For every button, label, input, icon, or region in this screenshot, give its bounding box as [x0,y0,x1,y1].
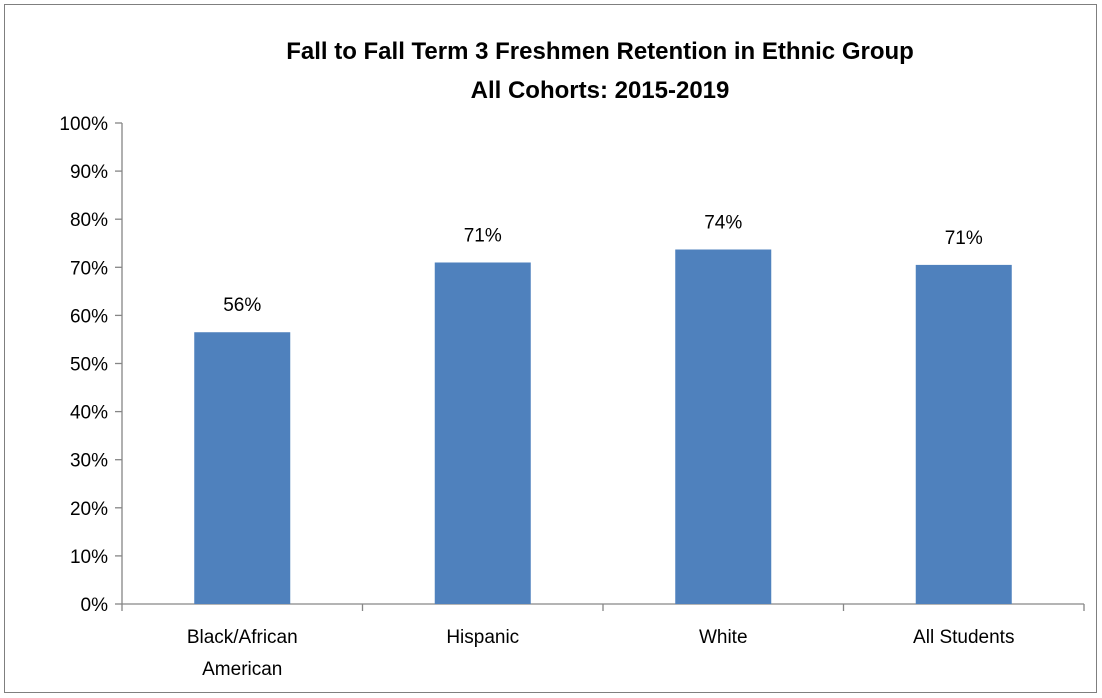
data-label: 56% [223,295,261,316]
y-tick-label: 30% [70,451,108,472]
y-tick-label: 0% [81,595,109,616]
data-label: 71% [464,225,502,246]
y-tick-label: 10% [70,547,108,568]
y-tick-label: 90% [70,162,108,183]
y-tick-label: 60% [70,306,108,327]
chart-subtitle: All Cohorts: 2015-2019 [471,77,730,104]
x-category-label: Black/African American [187,627,298,680]
plot-area: 0% 10% 20% 30% 40% 50% 60% 70% 80% 90% 100% 56% Blac… [59,114,1085,680]
bar [434,262,531,604]
y-tick-label: 20% [70,499,108,520]
bar [675,249,772,605]
bar [194,332,291,604]
data-label: 71% [945,228,983,249]
x-category-label: Hispanic [446,627,519,648]
x-category-label: White [699,627,748,648]
y-tick-label: 50% [70,355,108,376]
y-tick-label: 100% [59,114,108,135]
data-label: 74% [704,213,742,234]
chart-frame [4,4,1097,693]
bar [915,264,1012,604]
y-tick-label: 80% [70,210,108,231]
x-category-label: All Students [913,627,1014,648]
y-tick-label: 70% [70,258,108,279]
chart-title: Fall to Fall Term 3 Freshmen Retention i… [286,38,914,65]
y-tick-label: 40% [70,403,108,424]
